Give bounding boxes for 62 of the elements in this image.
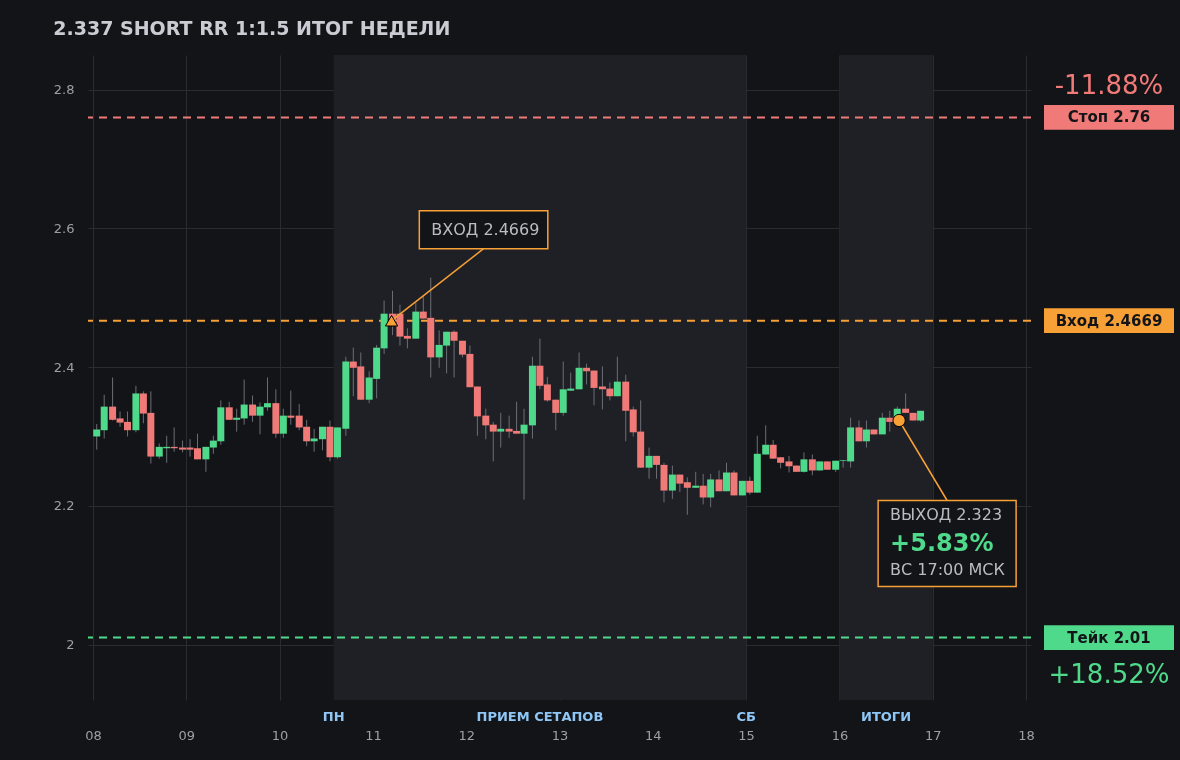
candlestick <box>520 408 528 501</box>
candlestick <box>723 462 731 492</box>
candlestick <box>100 394 108 440</box>
candlestick <box>886 410 894 433</box>
candlestick <box>606 381 614 401</box>
candlestick <box>575 352 583 390</box>
band-label: ПРИЕМ СЕТАПОВ <box>476 709 604 724</box>
candlestick <box>287 390 295 426</box>
text: +18.52% <box>1048 658 1170 689</box>
candlestick <box>249 395 257 423</box>
candlestick <box>862 420 870 449</box>
candlestick <box>800 451 808 474</box>
chart-title: 2.337 SHORT RR 1:1.5 ИТОГ НЕДЕЛИ <box>53 17 451 39</box>
candlestick <box>279 408 287 439</box>
candlestick <box>263 377 271 412</box>
candlestick <box>785 455 793 474</box>
text: ПН <box>322 709 345 724</box>
candlestick <box>482 408 490 440</box>
x-tick-label: 12 <box>458 727 475 743</box>
y-tick-label: 2 <box>66 637 75 653</box>
candlestick <box>497 412 505 449</box>
text: СБ <box>736 709 756 724</box>
x-tick-label: 18 <box>1018 727 1035 743</box>
text: -11.88% <box>1054 70 1164 101</box>
x-tick-label: 14 <box>645 727 662 743</box>
candlestick <box>902 392 910 414</box>
candlestick <box>707 473 715 508</box>
x-tick-label: 09 <box>178 727 196 743</box>
candlestick <box>808 453 816 476</box>
candlestick <box>668 465 676 500</box>
candlestick <box>233 408 241 433</box>
candlestick <box>256 401 264 435</box>
ref-line-label: Тейк 2.01 <box>1067 628 1151 647</box>
x-tick-label: 11 <box>365 727 382 743</box>
candlestick <box>645 447 653 480</box>
y-tick-label: 2.4 <box>53 359 75 375</box>
candlestick <box>762 424 770 455</box>
candlestick <box>746 476 754 496</box>
annotation: ВЫХОД 2.323 +5.83% ВС 17:00 МСК <box>890 504 1006 579</box>
x-tick-label: 13 <box>551 727 569 743</box>
candlestick <box>489 421 497 462</box>
candlestick <box>295 403 303 431</box>
y-tick-label: 2.6 <box>53 220 75 236</box>
candlestick <box>450 329 458 378</box>
y-tick-label: 2.2 <box>53 498 75 514</box>
candlestick <box>240 379 248 426</box>
candlestick <box>552 399 560 431</box>
candlestick <box>699 473 707 505</box>
annotation: ВХОД 2.4669 <box>431 219 540 239</box>
candlestick <box>225 401 233 421</box>
candlestick <box>730 469 738 496</box>
band-label: ИТОГИ <box>861 709 912 724</box>
x-tick-label: 10 <box>271 727 289 743</box>
candlestick <box>613 356 621 397</box>
x-tick-label: 17 <box>924 727 942 743</box>
y-tick-label: 2.8 <box>53 82 75 98</box>
x-tick-label: 16 <box>831 727 849 743</box>
x-tick-label: 15 <box>738 727 755 743</box>
ref-line-label: Вход 2.4669 <box>1055 311 1163 330</box>
candlestick <box>303 419 311 447</box>
x-tick-label: 08 <box>85 727 102 743</box>
ref-line-label: Стоп 2.76 <box>1067 108 1151 127</box>
